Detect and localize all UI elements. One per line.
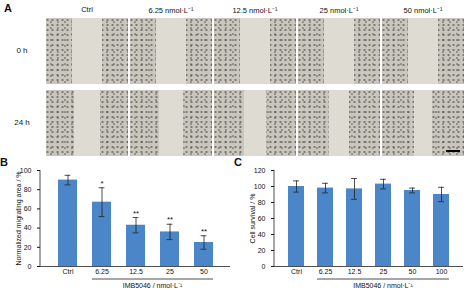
html-text:25 nmol·L⁻¹: 25 nmol·L⁻¹ (319, 6, 359, 15)
svg-text:IMB5046 / nmol·L⁻¹: IMB5046 / nmol·L⁻¹ (123, 282, 183, 289)
html-text:C: C (234, 156, 242, 168)
svg-text:12.5: 12.5 (348, 268, 362, 275)
svg-text:80: 80 (24, 186, 32, 193)
svg-text:80: 80 (258, 199, 266, 206)
html-text:A: A (4, 2, 12, 14)
html-text:12.5 nmol·L⁻¹: 12.5 nmol·L⁻¹ (232, 6, 278, 15)
svg-text:Ctrl: Ctrl (63, 268, 74, 275)
svg-text:**: ** (133, 209, 139, 218)
html-text:50 nmol·L⁻¹: 50 nmol·L⁻¹ (403, 6, 443, 15)
svg-text:12.5: 12.5 (129, 268, 143, 275)
svg-text:60: 60 (258, 215, 266, 222)
svg-text:100: 100 (19, 166, 32, 174)
svg-text:50: 50 (409, 268, 417, 275)
svg-text:100: 100 (254, 183, 266, 190)
svg-text:0: 0 (262, 263, 266, 270)
html-text:0 h: 0 h (16, 46, 28, 55)
svg-text:**: ** (167, 215, 173, 224)
svg-text:100: 100 (436, 268, 448, 275)
svg-text:**: ** (201, 227, 207, 236)
svg-text:Ctrl: Ctrl (291, 268, 302, 275)
html-text:B: B (0, 156, 8, 168)
html-text:24 h: 24 h (14, 118, 30, 127)
svg-text:0: 0 (28, 263, 32, 270)
svg-text:25: 25 (166, 268, 174, 275)
svg-text:120: 120 (254, 167, 266, 174)
svg-text:Normalized migrating area / %: Normalized migrating area / % (15, 171, 23, 265)
html-text:6.25 nmol·L⁻¹: 6.25 nmol·L⁻¹ (148, 6, 194, 15)
svg-text:60: 60 (24, 205, 32, 212)
svg-text:40: 40 (258, 231, 266, 238)
svg-text:6.25: 6.25 (319, 268, 333, 275)
svg-text:20: 20 (258, 247, 266, 254)
svg-text:Cell survival / %: Cell survival / % (249, 194, 256, 244)
svg-text:25: 25 (380, 268, 388, 275)
html-text:Ctrl: Ctrl (81, 5, 93, 14)
svg-text:6.25: 6.25 (95, 268, 109, 275)
svg-text:*: * (100, 179, 103, 188)
svg-text:40: 40 (24, 224, 32, 231)
svg-text:50: 50 (200, 268, 208, 275)
svg-text:20: 20 (24, 244, 32, 251)
svg-text:IMB5046 / nmol·L⁻¹: IMB5046 / nmol·L⁻¹ (353, 282, 413, 289)
